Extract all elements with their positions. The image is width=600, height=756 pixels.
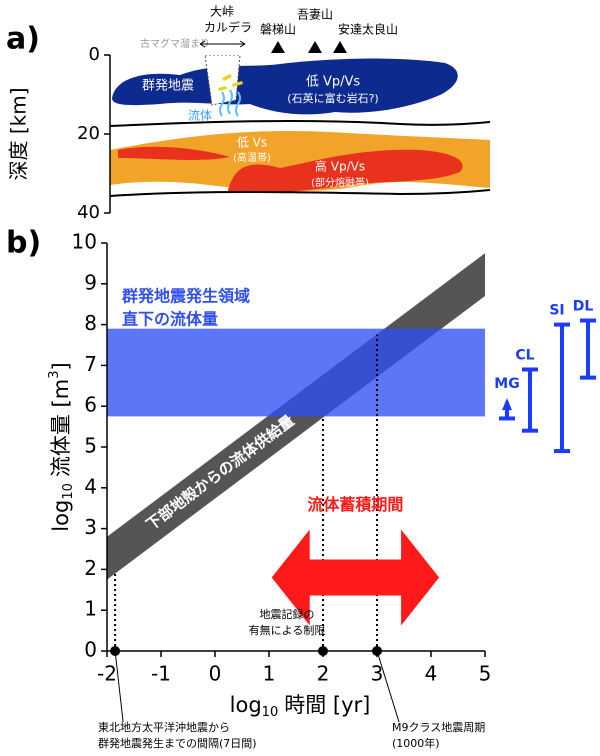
swarm-marks	[218, 74, 243, 91]
x-tick-label: 5	[479, 662, 492, 686]
note-right: M9クラス地震周期	[392, 721, 485, 734]
x-tick-label: 4	[425, 662, 438, 686]
y-axis-label: log10 流体量 [m3]	[47, 362, 76, 531]
range-arrow	[502, 398, 512, 411]
y-label-sub: 10	[61, 483, 76, 500]
note-left: 群発地震発生までの間隔(7日間)	[98, 736, 257, 750]
panel-label: b)	[6, 226, 41, 261]
range-label: DL	[573, 299, 594, 315]
high-vpvs-label: (部分熔融帯)	[311, 176, 369, 189]
y-label-part: ]	[49, 362, 73, 370]
melt-zone	[118, 146, 230, 160]
fluid-band-label: 群発地震発生領域	[122, 287, 250, 306]
y-tick-label: 0	[84, 638, 97, 662]
accumulation-arrow	[271, 529, 440, 626]
range-label: CL	[515, 347, 534, 363]
y-label-part: 流体量 [m	[49, 379, 73, 477]
y-label-part: log	[49, 500, 73, 532]
record-note: 地震記録の	[260, 607, 315, 621]
range-label: MG	[494, 376, 519, 392]
y-tick-label: 2	[84, 556, 97, 580]
panel-label: a)	[6, 22, 40, 57]
caldera-label: 大峠	[210, 4, 234, 19]
y-tick-label: 4	[84, 474, 97, 498]
depth-tick-label: 20	[77, 123, 100, 144]
melt-zone	[228, 149, 463, 193]
fluid-band-label: 直下の流体量	[122, 310, 218, 329]
low-vs-label: (高温帯)	[233, 151, 271, 164]
depth-tick-label: 40	[77, 202, 100, 223]
cross-section	[110, 55, 490, 197]
y-label-sup: 3	[47, 371, 62, 379]
moho	[110, 189, 490, 197]
y-tick-label: 7	[84, 352, 97, 376]
x-tick-label: 0	[209, 662, 222, 686]
leader-line	[376, 650, 400, 723]
low-vpvs-body	[112, 58, 458, 115]
x-tick-label: 3	[371, 662, 384, 686]
depth-ticks: 0 20 40	[77, 44, 110, 223]
leader-line	[114, 650, 124, 723]
fluid-path	[219, 89, 241, 117]
note-left: 東北地方太平洋沖地震から	[98, 720, 230, 734]
volcano-symbol	[271, 41, 347, 53]
depth-label: 深度 [km]	[7, 87, 31, 180]
x-tick-label: 2	[317, 662, 330, 686]
volcano-label: 磐梯山	[260, 23, 296, 37]
x-label-part: log	[230, 693, 262, 717]
y-tick-label: 10	[72, 230, 97, 254]
volcano-label: 吾妻山	[297, 8, 333, 22]
y-tick-label: 6	[84, 393, 97, 417]
x-tick-label: -2	[97, 662, 117, 686]
x-axis-label: log10 時間 [yr]	[230, 693, 371, 720]
caldera-label: カルデラ	[204, 20, 252, 35]
y-tick-label: 1	[84, 597, 97, 621]
x-tick-label: 1	[263, 662, 276, 686]
y-tick-label: 9	[84, 270, 97, 294]
y-tick-label: 3	[84, 515, 97, 539]
y-tick-label: 8	[84, 311, 97, 335]
low-vs-label: 低 Vs	[237, 136, 267, 150]
x-tick-label: -1	[151, 662, 171, 686]
note-right: (1000年)	[392, 736, 440, 750]
plot: 下部地殻からの流体供給量 群発地震発生領域直下の流体量流体蓄積期間地震記録の有無に…	[72, 230, 596, 750]
x-label-sub: 10	[262, 705, 279, 720]
arrow-label: 流体蓄積期間	[307, 495, 403, 514]
low-vpvs-label: (石英に富む岩石?)	[287, 91, 378, 105]
range-label: SI	[549, 303, 564, 319]
supply-label: 下部地殻からの流体供給量	[143, 412, 298, 534]
x-label-part: 時間 [yr]	[284, 693, 370, 717]
fluid-label: 流体	[188, 109, 212, 123]
depth-tick-label: 0	[89, 44, 100, 65]
volcano-label: 安達太良山	[338, 22, 398, 37]
low-vpvs-label: 低 Vp/Vs	[306, 75, 361, 90]
caldera-arrow	[199, 40, 246, 48]
swarm-label: 群発地震	[142, 79, 194, 94]
y-tick-label: 5	[84, 434, 97, 458]
plot-area	[107, 253, 485, 580]
old-magma-label: 古マグマ溜まり	[140, 37, 210, 50]
record-note: 有無による制限	[249, 623, 326, 637]
fluid-band	[107, 328, 485, 417]
high-vpvs-label: 高 Vp/Vs	[315, 159, 365, 174]
conrad	[110, 119, 490, 127]
